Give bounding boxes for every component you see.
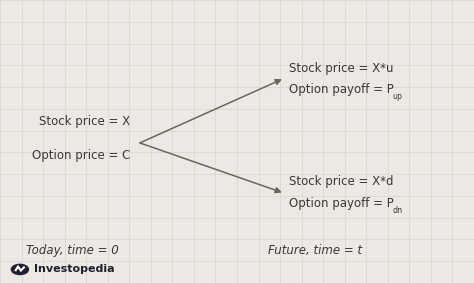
Text: dn: dn <box>392 206 402 215</box>
Circle shape <box>11 264 28 275</box>
Text: Today, time = 0: Today, time = 0 <box>26 244 119 257</box>
Text: Option payoff = P: Option payoff = P <box>289 83 394 96</box>
Text: Future, time = t: Future, time = t <box>268 244 362 257</box>
Text: Option price = C: Option price = C <box>32 149 130 162</box>
Text: Stock price = X: Stock price = X <box>39 115 130 128</box>
Text: Stock price = X*u: Stock price = X*u <box>289 62 393 75</box>
Text: Option payoff = P: Option payoff = P <box>289 197 394 209</box>
Text: up: up <box>392 93 402 101</box>
Text: Investopedia: Investopedia <box>34 264 115 275</box>
Text: Stock price = X*d: Stock price = X*d <box>289 175 393 188</box>
